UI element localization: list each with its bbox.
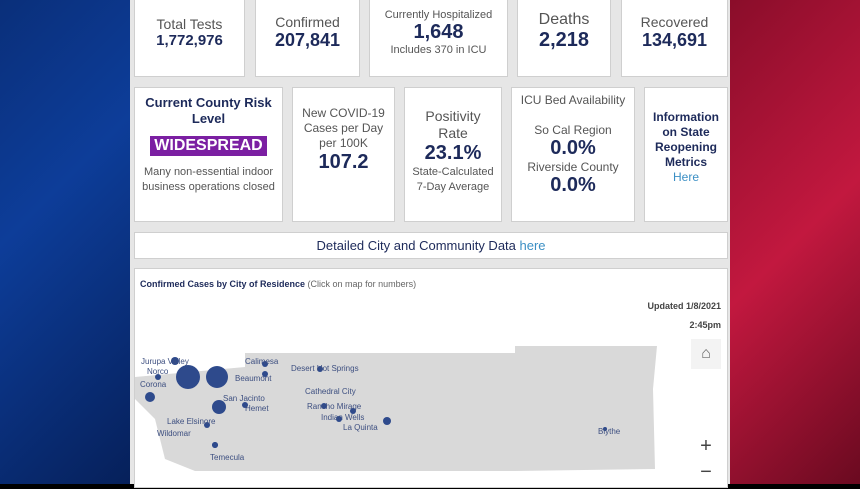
value: 23.1% [424, 142, 482, 164]
background-right [730, 0, 860, 484]
info-link[interactable]: Here [672, 170, 699, 184]
city-label: Corona [140, 380, 167, 389]
label: ICU Bed Availability [520, 93, 626, 107]
city-label: Hemet [245, 404, 269, 413]
info-text: Information on State Reopening Metrics [653, 110, 719, 169]
map-panel: Confirmed Cases by City of Residence (Cl… [134, 268, 728, 488]
new-cases-card: New COVID-19 Cases per Day per 100K 107.… [292, 87, 395, 222]
value: 207,841 [274, 30, 341, 50]
city-label: Desert Hot Springs [291, 364, 359, 373]
label: Confirmed [275, 14, 340, 30]
label: Positivity Rate [425, 108, 481, 141]
city-label: Norco [147, 367, 169, 376]
value: 1,772,976 [156, 32, 223, 49]
note: State-Calculated 7-Day Average [412, 166, 494, 193]
city-label: Lake Elsinore [167, 417, 216, 426]
risk-level-card: Current County Risk Level WIDESPREAD Man… [134, 87, 283, 222]
label: New COVID-19 Cases per Day per 100K [302, 106, 385, 150]
value: 2,218 [538, 29, 590, 51]
total-tests-card: Total Tests 1,772,976 [134, 0, 245, 77]
case-bubble[interactable] [212, 400, 226, 414]
label: Total Tests [156, 16, 223, 32]
case-bubble[interactable] [262, 371, 268, 377]
map-subtitle: (Click on map for numbers) [305, 279, 417, 289]
confirmed-card: Confirmed 207,841 [255, 0, 360, 77]
case-bubble[interactable] [262, 361, 268, 367]
risk-badge: WIDESPREAD [150, 136, 267, 156]
home-button[interactable]: ⌂ [691, 339, 721, 369]
city-label: Blythe [598, 427, 621, 436]
city-label: La Quinta [343, 423, 378, 432]
icu-card: ICU Bed Availability So Cal Region 0.0% … [511, 87, 635, 222]
case-bubble[interactable] [317, 366, 323, 372]
note: Includes 370 in ICU [390, 44, 487, 56]
hospitalized-card: Currently Hospitalized 1,648 Includes 37… [369, 0, 508, 77]
case-bubble[interactable] [171, 357, 179, 365]
deaths-card: Deaths 2,218 [517, 0, 611, 77]
updated-time: 2:45pm [689, 320, 721, 330]
case-bubble[interactable] [204, 422, 210, 428]
reopening-info-card[interactable]: Information on State Reopening Metrics H… [644, 87, 728, 222]
updated-date: Updated 1/8/2021 [647, 301, 721, 311]
case-bubble[interactable] [321, 403, 327, 409]
city-label: Wildomar [157, 429, 191, 438]
risk-description: Many non-essential indoor business opera… [142, 166, 275, 193]
case-bubble[interactable] [212, 442, 218, 448]
region-label: So Cal Region [534, 123, 612, 137]
positivity-card: Positivity Rate 23.1% State-Calculated 7… [404, 87, 502, 222]
case-bubble[interactable] [603, 427, 607, 431]
city-label: Cathedral City [305, 387, 356, 396]
zoom-in-button[interactable]: + [691, 435, 721, 461]
label: Currently Hospitalized [384, 9, 493, 21]
recovered-card: Recovered 134,691 [621, 0, 728, 77]
city-label: Beaumont [235, 374, 272, 383]
city-label: Calimesa [245, 357, 279, 366]
case-bubble[interactable] [336, 416, 342, 422]
city-label: San Jacinto [223, 394, 265, 403]
label: Recovered [640, 14, 709, 30]
value: 1,648 [413, 21, 464, 43]
county-shape [135, 346, 657, 471]
county-label: Riverside County [527, 160, 619, 174]
map-title: Confirmed Cases by City of Residence [140, 279, 306, 289]
city-label: Jurupa Valley [141, 357, 189, 366]
case-bubble[interactable] [383, 417, 391, 425]
case-bubble[interactable] [155, 374, 161, 380]
label: Deaths [538, 11, 590, 28]
zoom-out-button[interactable]: − [691, 461, 721, 487]
detail-link[interactable]: here [519, 238, 546, 253]
county-value: 0.0% [550, 174, 596, 196]
city-label: Temecula [210, 453, 245, 462]
case-bubble[interactable] [206, 366, 228, 388]
case-bubble[interactable] [145, 392, 155, 402]
value: 134,691 [641, 30, 708, 50]
value: 107.2 [318, 151, 369, 173]
risk-title: Current County Risk Level [145, 95, 272, 126]
case-bubble[interactable] [176, 365, 200, 389]
case-bubble[interactable] [242, 402, 248, 408]
city-label: Indian Wells [321, 413, 364, 422]
detail-text: Detailed City and Community Data [316, 238, 520, 253]
background-left [0, 0, 130, 484]
detailed-data-bar: Detailed City and Community Data here [134, 232, 728, 259]
region-value: 0.0% [550, 137, 596, 159]
city-label: Rancho Mirage [307, 402, 362, 411]
dashboard: Total Tests 1,772,976 Confirmed 207,841 … [130, 0, 730, 488]
case-bubble[interactable] [350, 408, 356, 414]
